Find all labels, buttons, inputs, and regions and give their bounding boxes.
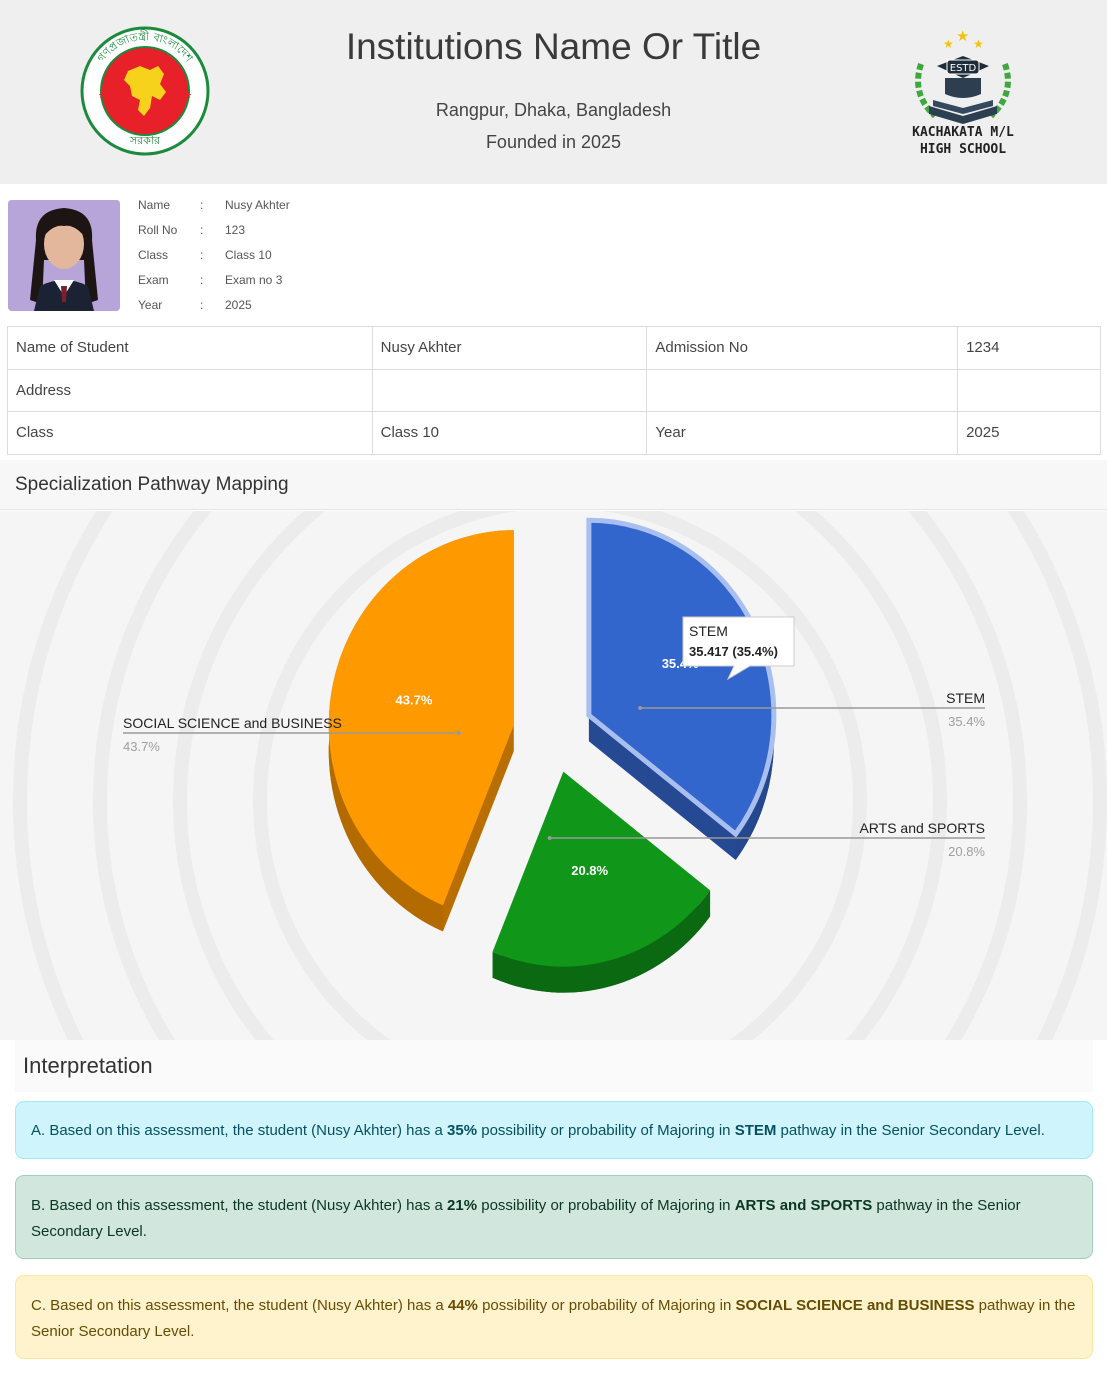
chart-tooltip: STEM 35.417 (35.4%) [682,616,795,681]
slice-percent-label: 20.8% [571,863,608,878]
slice-name-label: ARTS and SPORTS [859,820,985,836]
slice-name-label: SOCIAL SCIENCE and BUSINESS [123,715,342,731]
table-cell: Nusy Akhter [371,326,648,370]
table-cell: 1234 [957,326,1101,370]
info-separator: : [200,298,204,312]
slice-percent-outside: 43.7% [123,739,160,754]
table-cell [646,368,959,412]
table-cell [957,368,1101,412]
leader-dot [638,706,643,710]
institution-address: Rangpur, Dhaka, Bangladesh [435,100,672,120]
interpretation-social-science: C. Based on this assessment, the student… [15,1275,1093,1359]
slice-percent-outside: 20.8% [948,844,985,859]
pathway-pie-chart: 35.4% 20.8% 43.7% STEM 35.4% ARTS and SPORTS 2… [0,511,1107,1040]
svg-text:★: ★ [943,37,954,51]
table-cell: Admission No [646,326,959,370]
table-cell: Class [7,411,373,455]
info-value: 123 [225,223,246,237]
svg-text:★: ★ [98,91,106,101]
svg-text:★: ★ [184,91,192,101]
table-cell: Class 10 [371,411,648,455]
info-value: Nusy Akhter [225,198,290,212]
info-separator: : [200,198,204,212]
svg-text:সরকার: সরকার [129,134,161,147]
slice-percent-outside: 35.4% [948,714,985,729]
report-header: ★ ★ গণপ্রজাতন্ত্রী বাংলাদেশ সরকার Instit… [0,0,1107,184]
table-cell: 2025 [957,411,1101,455]
table-cell: Year [646,411,959,455]
svg-text:★: ★ [956,27,969,45]
government-seal-icon: ★ ★ গণপ্রজাতন্ত্রী বাংলাদেশ সরকার [80,26,210,156]
info-label: Exam [138,273,169,287]
info-label: Name [138,198,171,212]
interpretation-arts-sports: B. Based on this assessment, the student… [15,1175,1093,1259]
info-value: Exam no 3 [225,273,283,287]
school-crest-icon: ★ ★ ★ ESTD KACHAKATA M/L HIGH SCHOOL [912,27,1014,157]
section-title: Specialization Pathway Mapping [15,474,289,495]
slice-name-label: STEM [946,690,985,706]
tooltip-name: STEM [689,623,728,639]
info-separator: : [200,273,204,287]
svg-text:ESTD: ESTD [950,63,977,74]
info-label: Class [138,248,169,262]
table-row: Name of Student Nusy Akhter Admission No 12… [7,326,1101,370]
tooltip-value: 35.417 (35.4%) [689,644,778,659]
info-value: Class 10 [225,248,272,262]
pie-slice[interactable]: 20.8% [492,771,711,993]
student-photo [8,200,120,311]
table-cell [371,368,648,412]
interpretation-header: Interpretation [15,1040,1093,1092]
pie-slice[interactable]: 43.7% [328,530,514,932]
background-rings [13,511,1107,1040]
info-label: Roll No [138,223,178,237]
table-row: Class Class 10 Year 2025 [7,411,1101,455]
info-value: 2025 [225,298,252,312]
table-row: Address [7,368,1101,412]
interpretation-title: Interpretation [23,1053,153,1078]
table-cell: Address [7,368,373,412]
leader-dot [547,836,552,840]
institution-title: Institutions Name Or Title [345,26,762,67]
svg-text:KACHAKATA M/L: KACHAKATA M/L [912,125,1014,140]
info-separator: : [200,223,204,237]
slice-percent-label: 43.7% [396,692,433,707]
svg-text:★: ★ [973,37,984,51]
info-separator: : [200,248,204,262]
leader-dot [456,731,461,735]
section-header: Specialization Pathway Mapping [0,460,1107,510]
student-details-table: Name of Student Nusy Akhter Admission No 12… [7,326,1101,455]
info-label: Year [138,298,163,312]
interpretation-stem: A. Based on this assessment, the student… [15,1101,1093,1159]
svg-text:HIGH SCHOOL: HIGH SCHOOL [920,142,1006,157]
founded-year: Founded in 2025 [485,132,622,152]
table-cell: Name of Student [7,326,373,370]
